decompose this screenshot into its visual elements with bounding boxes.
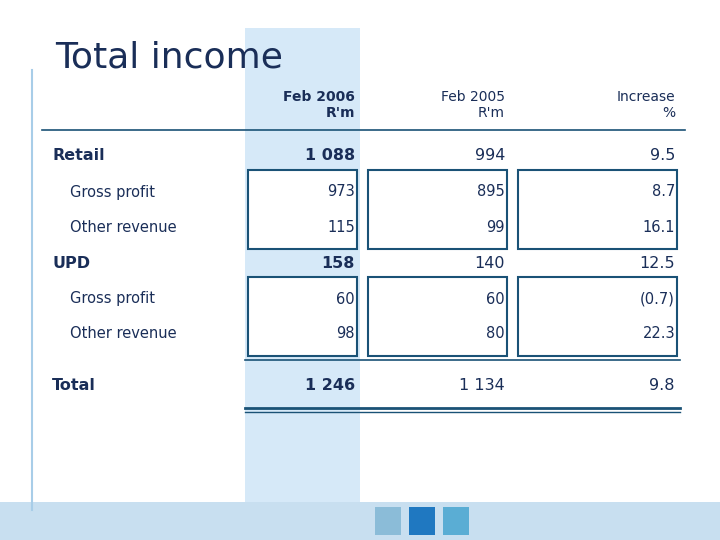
Text: 9.5: 9.5 bbox=[649, 147, 675, 163]
Text: Retail: Retail bbox=[52, 147, 104, 163]
Text: Gross profit: Gross profit bbox=[70, 185, 155, 199]
Text: 99: 99 bbox=[487, 219, 505, 234]
Bar bbox=[518, 277, 677, 356]
Text: Gross profit: Gross profit bbox=[70, 292, 155, 307]
Bar bbox=[368, 277, 507, 356]
Text: Feb 2005
R'm: Feb 2005 R'm bbox=[441, 90, 505, 120]
Bar bbox=[375, 507, 401, 535]
Text: Total: Total bbox=[52, 377, 96, 393]
Text: 115: 115 bbox=[328, 219, 355, 234]
Text: 16.1: 16.1 bbox=[642, 219, 675, 234]
Bar bbox=[0, 502, 720, 540]
Text: UPD: UPD bbox=[52, 255, 90, 271]
Text: 895: 895 bbox=[477, 185, 505, 199]
Text: Feb 2006
R'm: Feb 2006 R'm bbox=[283, 90, 355, 120]
Text: 98: 98 bbox=[336, 327, 355, 341]
Bar bbox=[443, 507, 469, 535]
Bar bbox=[248, 277, 357, 356]
Bar bbox=[248, 170, 357, 249]
Bar bbox=[368, 170, 507, 249]
Text: 140: 140 bbox=[474, 255, 505, 271]
Text: 60: 60 bbox=[487, 292, 505, 307]
Text: 22.3: 22.3 bbox=[642, 327, 675, 341]
Text: 1 088: 1 088 bbox=[305, 147, 355, 163]
Text: 80: 80 bbox=[487, 327, 505, 341]
Text: 1 134: 1 134 bbox=[459, 377, 505, 393]
Text: Total income: Total income bbox=[55, 40, 283, 74]
Text: Other revenue: Other revenue bbox=[70, 219, 176, 234]
Text: 1 246: 1 246 bbox=[305, 377, 355, 393]
Text: 158: 158 bbox=[322, 255, 355, 271]
Text: 994: 994 bbox=[474, 147, 505, 163]
Bar bbox=[245, 28, 360, 512]
Text: Other revenue: Other revenue bbox=[70, 327, 176, 341]
Bar bbox=[518, 170, 677, 249]
Bar bbox=[409, 507, 435, 535]
Text: 12.5: 12.5 bbox=[639, 255, 675, 271]
Text: 9.8: 9.8 bbox=[649, 377, 675, 393]
Text: 8.7: 8.7 bbox=[652, 185, 675, 199]
Text: 973: 973 bbox=[328, 185, 355, 199]
Text: Increase
%: Increase % bbox=[616, 90, 675, 120]
Text: 60: 60 bbox=[336, 292, 355, 307]
Text: (0.7): (0.7) bbox=[640, 292, 675, 307]
